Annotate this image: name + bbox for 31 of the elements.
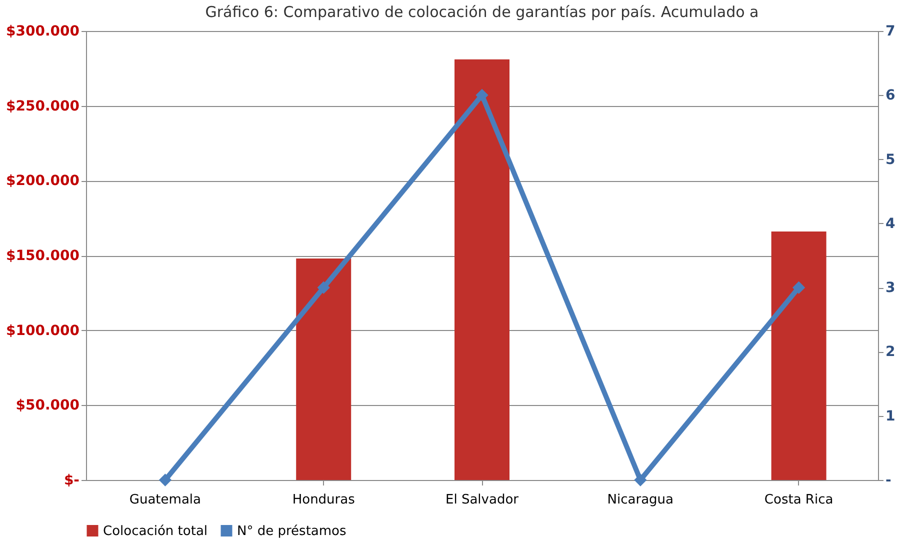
legend-label: Colocación total (103, 524, 208, 539)
y-tick-label: $300.000 (6, 24, 80, 40)
y2-tick-label: 5 (886, 152, 896, 168)
point (317, 281, 330, 294)
legend-label: N° de préstamos (237, 524, 346, 539)
point (158, 474, 172, 486)
x-tick-label: Guatemala (129, 492, 201, 508)
bar (771, 232, 826, 480)
bar (296, 258, 352, 480)
y2-tick-label: 6 (886, 88, 896, 104)
point (634, 474, 647, 486)
y2-tick-label: - (886, 472, 892, 488)
bar (454, 59, 510, 480)
y-tick-label: $- (64, 472, 80, 488)
chart-title: Gráfico 6: Comparativo de colocación de garantías por país. Acumulado a (205, 3, 759, 21)
x-tick-label: El Salvador (446, 492, 520, 508)
y-tick-label: $50.000 (16, 398, 80, 414)
x-tick-label: Nicaragua (607, 492, 674, 508)
y2-tick-label: 1 (886, 408, 896, 424)
y-tick-label: $200.000 (6, 173, 80, 190)
y-tick-label: $100.000 (6, 322, 80, 339)
x-tick-label: Honduras (292, 492, 356, 508)
y2-tick-label: 3 (886, 280, 896, 296)
y-tick-label: $250.000 (6, 98, 80, 114)
x-tick-label: Costa Rica (764, 492, 834, 508)
point (792, 281, 806, 294)
y-tick-label: $150.000 (6, 248, 80, 264)
point (476, 88, 488, 102)
y2-tick-label: 4 (886, 216, 896, 232)
y2-tick-label: 2 (886, 344, 896, 360)
y2-tick-label: 7 (886, 24, 896, 40)
